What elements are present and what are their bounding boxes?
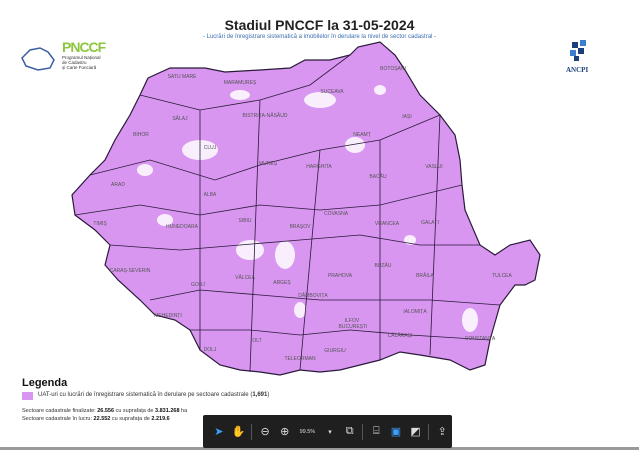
county-label: COVASNA (324, 211, 349, 217)
county-label: BUZĂU (375, 262, 392, 269)
divider (251, 423, 253, 440)
county-label: CARAȘ-SEVERIN (110, 268, 151, 274)
select-cursor-icon[interactable]: ➤ (214, 426, 224, 438)
county-label: TULCEA (492, 273, 512, 279)
county-label: BISTRIȚA-NĂSĂUD (242, 112, 287, 119)
county-label: SĂLAJ (172, 115, 188, 122)
county-label: SIBIU (238, 218, 251, 224)
county-label: TELEORMAN (284, 356, 316, 362)
county-label: CONSTANȚA (465, 336, 496, 342)
county-label: GALAȚI (421, 220, 439, 226)
zoom-out-icon[interactable]: ⊖ (260, 426, 270, 438)
county-label: MEHEDINȚI (154, 313, 182, 319)
county-label: BOTOȘANI (380, 66, 406, 72)
stat-area: 2.219.6 (151, 416, 170, 422)
county-label: MARAMUREȘ (224, 80, 257, 86)
logo-line: Programul Național (62, 55, 101, 60)
legend-item-end: ) (267, 392, 270, 398)
county-label: CLUJ (204, 145, 217, 151)
county-label: CĂLĂRAȘI (388, 332, 413, 339)
stat-label: Sectoare cadastrale finalizate: (22, 408, 98, 414)
county-label: BIHOR (133, 132, 149, 138)
legend-item: UAT-uri cu lucrări de înregistrare siste… (38, 392, 269, 398)
export-icon[interactable]: ⇪ (437, 426, 447, 438)
county-label: OLT (252, 338, 261, 344)
county-label: VASLUI (425, 164, 442, 170)
county-label: GORJ (191, 282, 205, 288)
county-label: BUCUREȘTI (339, 324, 368, 330)
legend-swatch (22, 392, 33, 400)
legend-title: Legenda (22, 377, 68, 389)
legend-count: 1,691 (252, 392, 268, 398)
stat-unit: ha (179, 408, 188, 414)
county-label: ARAD (111, 182, 125, 188)
pdf-toolbar: ➤ ✋ ⊖ ⊕ 99.5% ▾ ⧉ ⌸ ▣ ◩ ⇪ (203, 415, 452, 448)
county-label: HARGHITA (306, 164, 332, 170)
map-subtitle: - Lucrări de înregistrare sistematică a … (202, 34, 437, 40)
ancpi-logo-text: ANCPI (566, 66, 589, 74)
stat-finalized: Sectoare cadastrale finalizate: 26.556 c… (22, 408, 187, 414)
county-label: ALBA (204, 192, 217, 198)
stat-label: Sectoare cadastrale în lucru: (22, 416, 94, 422)
stat-value: 22.552 (93, 416, 111, 422)
map-title: Stadiul PNCCF la 31-05-2024 (224, 17, 415, 33)
logo-line: și Carte Funciară (62, 65, 97, 70)
thumbnail-icon[interactable]: ◩ (410, 426, 421, 438)
divider (428, 423, 430, 440)
fit-page-icon[interactable]: ⌸ (372, 425, 380, 437)
county-label: MUREȘ (259, 161, 278, 167)
county-borders (74, 54, 501, 373)
county-labels: SATU MARE MARAMUREȘ BOTOȘANI SUCEAVA SĂLAJ BI… (93, 66, 512, 362)
county-label: HUNEDOARA (166, 224, 199, 230)
legend-item-label: UAT-uri cu lucrări de înregistrare siste… (38, 392, 253, 398)
zoom-dropdown-icon[interactable]: ▾ (328, 428, 332, 436)
county-label: DOLJ (204, 347, 217, 353)
county-label: NEAMȚ (353, 132, 371, 138)
county-label: IALOMIȚA (403, 309, 427, 315)
county-label: GIURGIU (324, 348, 346, 354)
pnccf-logo: PNCCF (62, 39, 106, 55)
county-label: BRĂILA (416, 272, 434, 279)
county-label: VÂLCEA (235, 274, 255, 281)
county-label: DÂMBOVIȚA (298, 292, 328, 299)
county-label: ARGEȘ (273, 280, 291, 286)
divider (362, 423, 364, 440)
stat-area: 3.831.268 (155, 408, 180, 414)
stat-in-progress: Sectoare cadastrale în lucru: 22.552 cu … (22, 416, 170, 422)
county-label: VRANCEA (375, 221, 400, 227)
county-label: BRAȘOV (290, 224, 312, 230)
stat-value: 26.556 (97, 408, 115, 414)
county-label: ILFOV (345, 318, 360, 324)
logo-line: de Cadastru (62, 60, 87, 65)
ancpi-logo (570, 40, 586, 61)
hand-pan-icon[interactable]: ✋ (231, 426, 246, 438)
stat-mid: cu suprafața de (110, 416, 152, 422)
stat-mid: cu suprafața de (114, 408, 156, 414)
zoom-level[interactable]: 99.5% (299, 428, 316, 435)
county-label: SUCEAVA (320, 89, 344, 95)
romania-outline-logo (21, 47, 55, 71)
county-label: BACĂU (369, 173, 387, 180)
copy-page-icon[interactable]: ⧉ (345, 425, 354, 437)
white-patches (137, 85, 478, 332)
county-label: SATU MARE (168, 74, 197, 80)
pnccf-logo-text: Programul Național de Cadastru și Carte … (62, 55, 101, 70)
county-label: IAȘI (402, 114, 411, 120)
county-label: TIMIȘ (93, 221, 107, 227)
fit-width-icon[interactable]: ▣ (390, 426, 402, 438)
zoom-in-icon[interactable]: ⊕ (280, 426, 290, 438)
county-label: PRAHOVA (328, 273, 353, 279)
